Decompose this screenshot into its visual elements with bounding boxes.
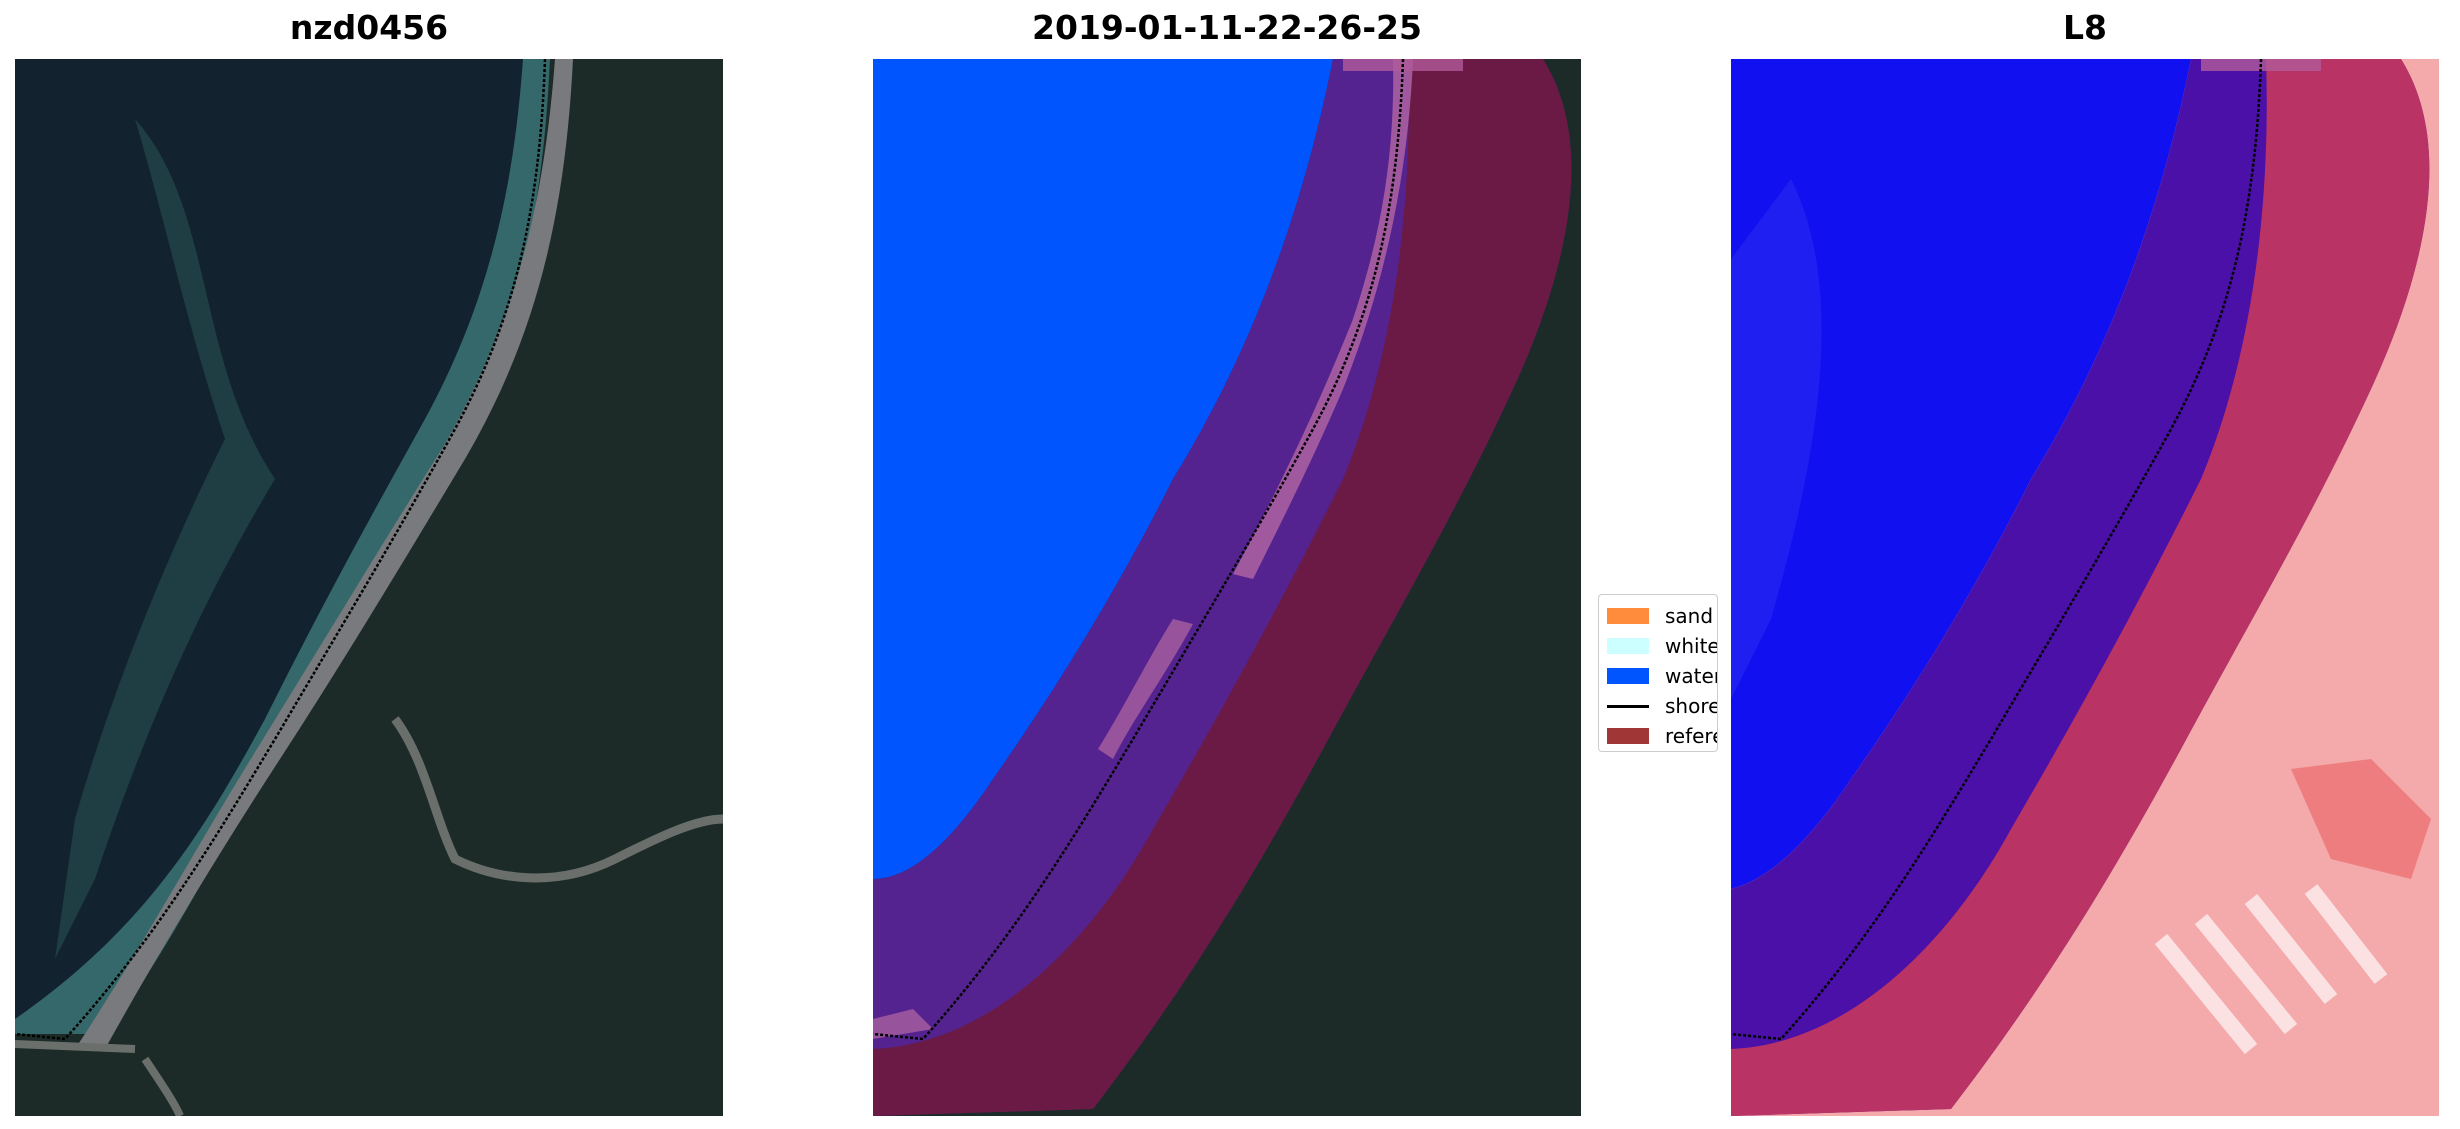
rgb-image-panel [15, 59, 723, 1116]
rgb-image [15, 59, 723, 1116]
legend-label-water: water [1665, 664, 1718, 688]
index-image [1731, 59, 2439, 1116]
legend-label-shoreline: shoreline [1665, 694, 1717, 718]
legend-label-sand: sand [1665, 604, 1714, 628]
legend-item-water: water [1607, 661, 1717, 691]
shoreline-line-swatch [1607, 704, 1649, 708]
classified-image [873, 59, 1581, 1116]
classified-image-panel [873, 59, 1581, 1116]
legend-item-shoreline: shoreline [1607, 691, 1717, 721]
legend-label-reference-buffer: reference shoreline buffer [1665, 724, 1717, 748]
index-image-panel [1731, 59, 2439, 1116]
water-swatch [1607, 668, 1649, 684]
sand-swatch [1607, 608, 1649, 624]
panel-title-index: L8 [2063, 8, 2107, 47]
legend-item-reference-buffer: reference shoreline buffer [1607, 721, 1717, 751]
panel-title-classified: 2019-01-11-22-26-25 [1032, 8, 1422, 47]
panel-title-rgb: nzd0456 [289, 8, 449, 47]
whitewater-swatch [1607, 638, 1649, 654]
reference-buffer-swatch [1607, 728, 1649, 744]
legend-item-sand: sand [1607, 601, 1717, 631]
